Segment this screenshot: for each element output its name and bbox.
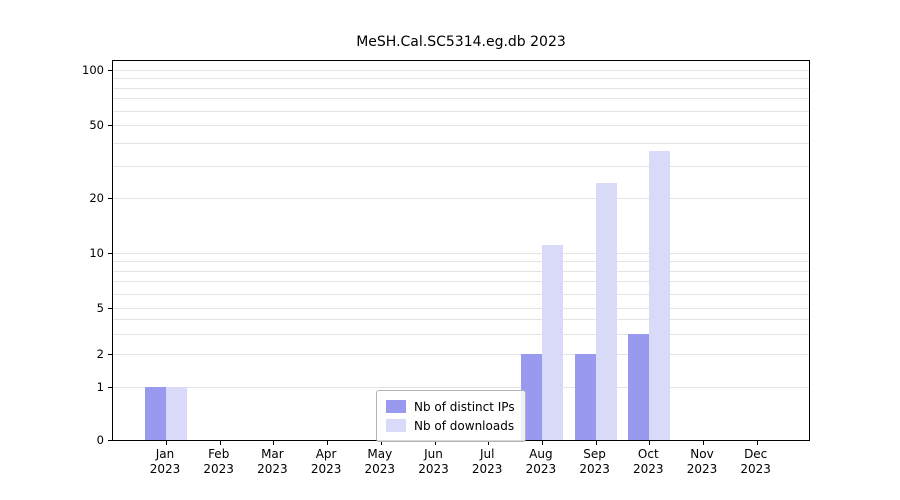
y-tick-mark [108,198,112,199]
x-tick-label-feb: Feb 2023 [203,447,234,476]
gridline [113,78,809,80]
y-tick-mark [108,308,112,309]
gridline [113,70,809,71]
y-tick-mark [108,354,112,355]
y-tick-mark [108,253,112,254]
y-tick-label: 50 [89,118,104,132]
y-tick-label: 1 [96,380,104,394]
x-tick-label-jan: Jan 2023 [149,447,181,476]
plot-area: Nb of distinct IPs Nb of downloads [108,60,810,445]
x-tick-label-dec: Dec 2023 [740,447,771,476]
x-tick-label-aug: Aug 2023 [525,447,557,476]
x-axis-labels: Jan 2023 Feb 2023 Mar 2023 Apr 2023 May 2023 Jun 20… [112,447,810,487]
y-tick-label: 5 [96,301,104,315]
x-tick-label-mar: Mar 2023 [257,447,288,476]
gridline [113,354,809,355]
x-tick-label-sep: Sep 2023 [579,447,610,476]
legend: Nb of distinct IPs Nb of downloads [376,390,526,442]
x-tick-mark [649,441,651,445]
y-tick-mark [108,440,112,441]
bar-distinct-ips-aug [520,354,542,440]
bar-distinct-ips-sep [574,354,596,440]
x-tick-mark [756,441,758,445]
x-tick-label-nov: Nov 2023 [686,447,718,476]
gridline [113,87,809,89]
x-tick-mark [273,441,275,445]
bar-distinct-ips-jan [145,387,166,440]
gridline [113,270,809,272]
y-tick-label: 0 [96,433,104,447]
gridline [113,293,809,295]
legend-label-distinct-ips: Nb of distinct IPs [414,399,515,414]
y-tick-label: 10 [89,246,104,260]
x-tick-mark [541,441,543,445]
gridline [113,110,809,112]
bar-distinct-ips-oct [628,333,650,440]
x-tick-mark [703,441,704,445]
y-tick-label: 100 [82,63,104,77]
x-tick-mark [488,441,490,445]
x-tick-label-oct: Oct 2023 [633,447,664,476]
bar-downloads-sep [595,183,617,440]
x-tick-label-may: May 2023 [364,447,396,476]
x-tick-label-jun: Jun 2023 [418,447,449,476]
gridline [113,98,809,100]
y-tick-label: 2 [96,347,104,361]
y-tick-mark [108,70,112,71]
x-tick-mark [380,441,382,445]
x-tick-mark [327,441,329,445]
x-tick-mark [434,441,436,445]
x-tick-mark [595,441,597,445]
gridline [113,253,809,254]
x-tick-mark [219,441,221,445]
legend-swatch-downloads [386,419,406,432]
legend-item-distinct-ips: Nb of distinct IPs [386,397,515,416]
gridline [113,198,809,199]
gridline [113,333,809,335]
legend-swatch-distinct-ips [386,400,406,413]
y-tick-mark [108,125,112,126]
bar-downloads-jan [166,387,187,440]
x-tick-label-apr: Apr 2023 [310,447,342,476]
gridline [113,165,809,167]
y-axis-labels: 0 1 2 5 10 20 50 100 [0,60,104,447]
gridline [113,319,809,321]
legend-item-downloads: Nb of downloads [386,416,515,435]
gridline [113,142,809,144]
gridline [113,261,809,263]
legend-label-downloads: Nb of downloads [414,418,515,433]
x-tick-mark [166,441,167,445]
y-tick-mark [108,387,112,388]
bar-downloads-oct [649,151,671,440]
gridline [113,308,809,309]
x-tick-label-jul: Jul 2023 [471,447,503,476]
gridline [113,125,809,126]
gridline [113,387,809,388]
bar-downloads-aug [541,245,563,440]
gridline [113,281,809,283]
y-tick-label: 20 [89,191,104,205]
chart-title: MeSH.Cal.SC5314.eg.db 2023 [356,34,566,50]
